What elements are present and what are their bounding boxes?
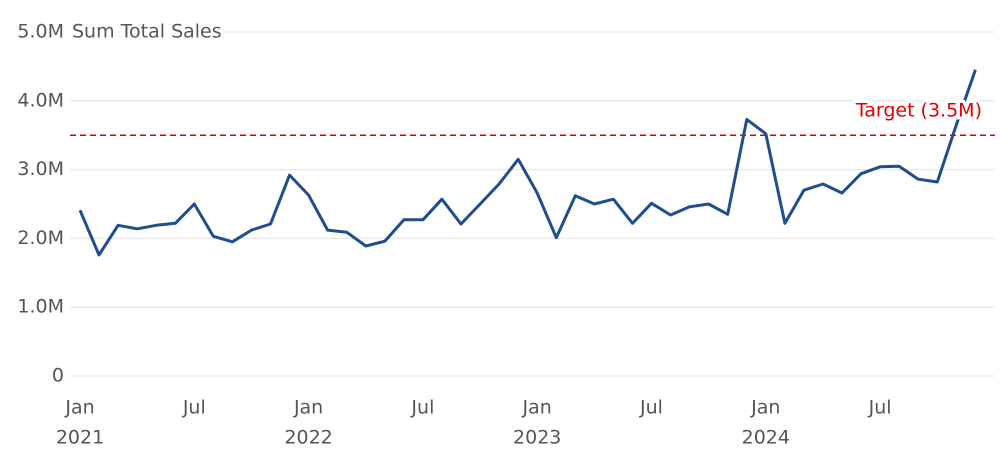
- x-tick-label: Jul: [639, 397, 663, 419]
- target-label: Target (3.5M): [855, 100, 982, 122]
- x-tick-label: Jul: [868, 397, 892, 419]
- y-tick-label: 1.0M: [17, 296, 64, 318]
- y-tick-label: 3.0M: [17, 158, 64, 180]
- x-tick-label: Jul: [182, 397, 206, 419]
- x-tick-label: Jan: [293, 397, 323, 419]
- y-tick-label: 2.0M: [17, 227, 64, 249]
- y-tick-label: 0: [52, 365, 64, 387]
- x-tick-label: Jan: [750, 397, 780, 419]
- x-tick-label: Jan: [522, 397, 552, 419]
- y-tick-label: 5.0M: [17, 21, 64, 43]
- y-tick-label: 4.0M: [17, 89, 64, 111]
- x-tick-label: Jul: [410, 397, 434, 419]
- x-tick-year: 2024: [742, 427, 790, 449]
- x-tick-year: 2022: [284, 427, 332, 449]
- sales-line: [78, 69, 977, 257]
- x-tick-label: Jan: [64, 397, 94, 419]
- y-axis-title: Sum Total Sales: [72, 21, 222, 43]
- x-tick-year: 2023: [513, 427, 561, 449]
- x-tick-year: 2021: [56, 427, 104, 449]
